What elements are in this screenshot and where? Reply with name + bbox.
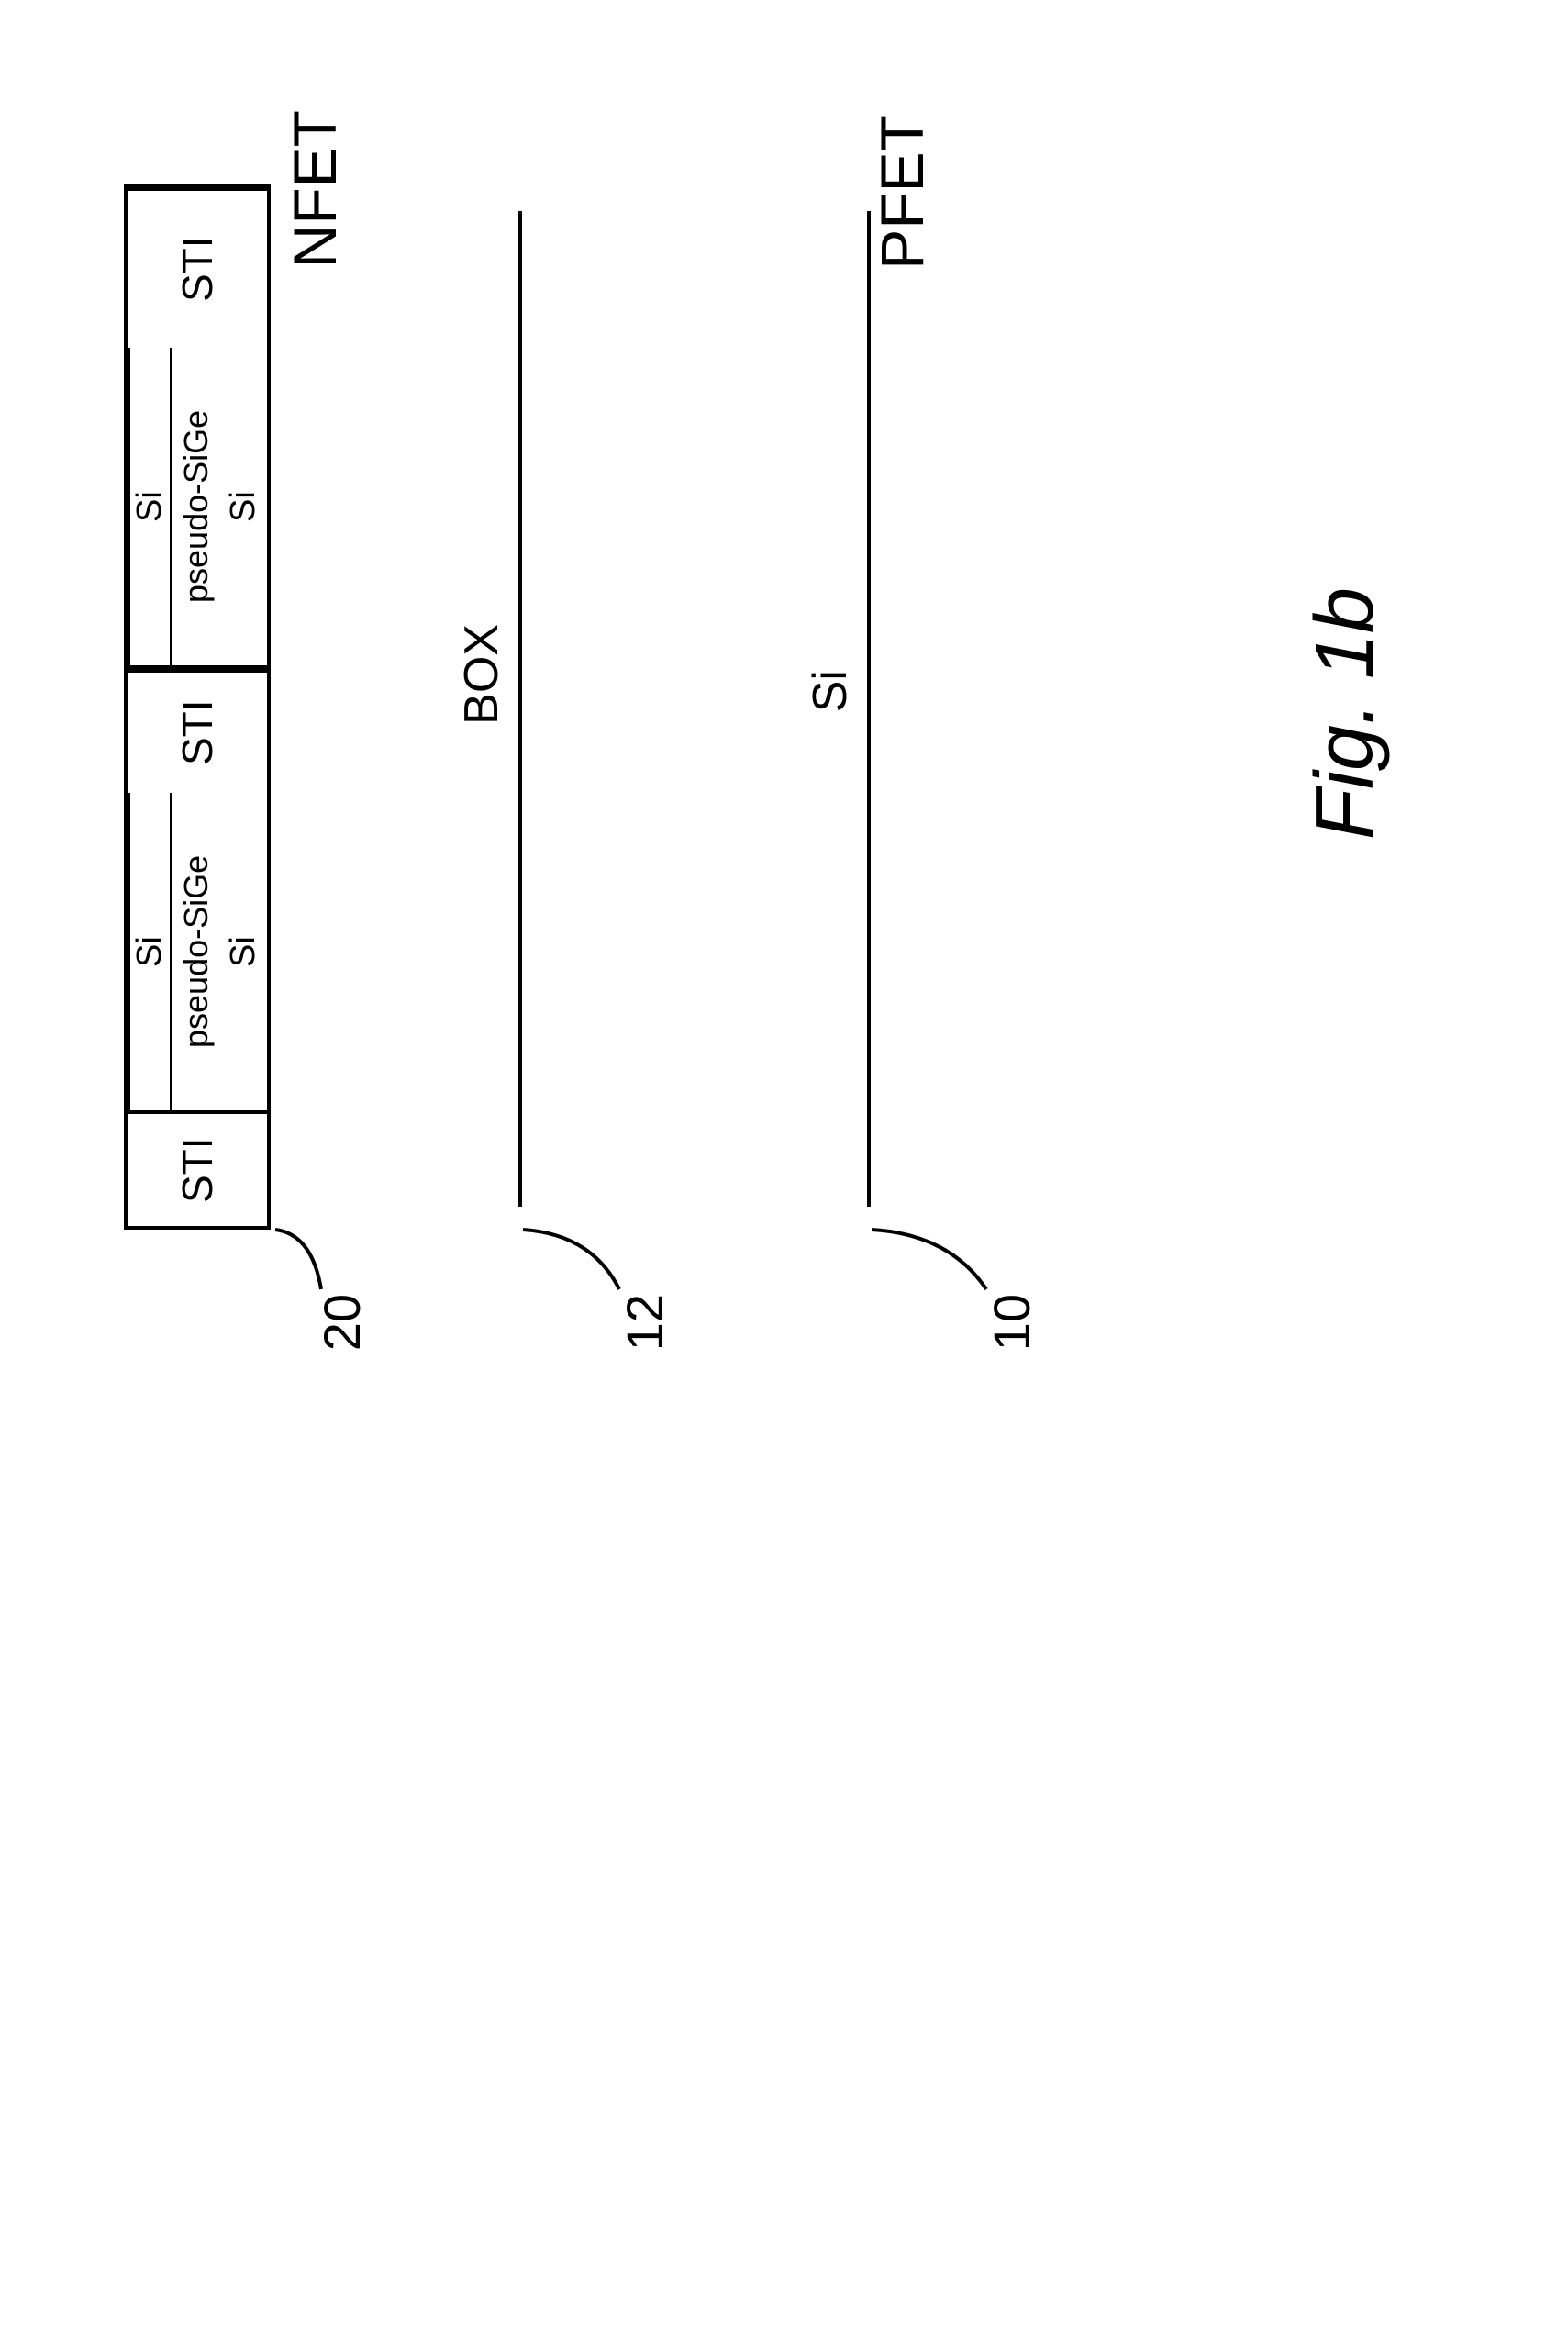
box-boundary-line	[518, 211, 522, 1207]
pfet-layer-mid: pseudo-SiGe	[170, 793, 220, 1110]
device-strip: STI Si pseudo-SiGe Si STI Si pseudo-SiGe…	[124, 184, 271, 1230]
pfet-layers: Si pseudo-SiGe Si	[128, 793, 267, 1114]
nfet-region-label: NFET	[280, 110, 350, 268]
diagram-canvas: NFET PFET STI STI Si pseudo-SiGe Si STI …	[41, 55, 1528, 2257]
box-label: BOX	[454, 624, 509, 725]
nfet-layers: Si pseudo-SiGe Si	[128, 348, 267, 669]
sti-top: STI	[128, 187, 267, 348]
pfet-region-label: PFET	[867, 115, 937, 270]
si-substrate-label: Si	[803, 670, 858, 712]
pfet-layer-top: Si	[128, 793, 170, 1110]
nfet-layer-bot: Si	[220, 348, 267, 665]
sti-bottom: STI	[128, 1114, 267, 1226]
sti-mid: STI	[128, 669, 267, 793]
ref-12: 12	[615, 1294, 674, 1351]
ref-20: 20	[312, 1294, 372, 1351]
nfet-layer-top: Si	[128, 348, 170, 665]
figure-caption: Fig. 1b	[1298, 587, 1393, 840]
nfet-layer-mid: pseudo-SiGe	[170, 348, 220, 665]
si-boundary-line	[867, 211, 871, 1207]
ref-10: 10	[982, 1294, 1041, 1351]
pfet-layer-bot: Si	[220, 793, 267, 1110]
